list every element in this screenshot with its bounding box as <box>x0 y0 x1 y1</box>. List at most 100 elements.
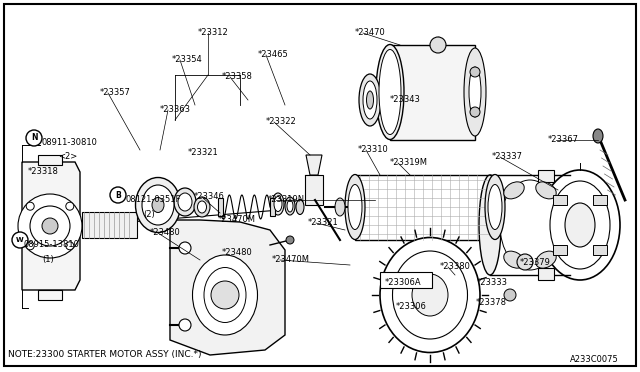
Polygon shape <box>170 220 285 355</box>
Text: *23321: *23321 <box>308 218 339 227</box>
Ellipse shape <box>469 67 481 117</box>
Text: *23310: *23310 <box>358 145 388 154</box>
Text: *23357: *23357 <box>100 88 131 97</box>
Ellipse shape <box>376 45 404 140</box>
Ellipse shape <box>198 201 207 213</box>
Text: *23343: *23343 <box>390 95 421 104</box>
Text: *23354: *23354 <box>172 55 203 64</box>
Bar <box>390 45 475 140</box>
Text: *23333: *23333 <box>477 278 508 287</box>
Circle shape <box>26 202 34 210</box>
Ellipse shape <box>380 237 480 353</box>
Text: *23346: *23346 <box>194 192 225 201</box>
Text: *23312: *23312 <box>198 28 228 37</box>
Ellipse shape <box>142 185 174 225</box>
Ellipse shape <box>536 182 556 199</box>
Bar <box>270 198 275 216</box>
Text: NOTE:23300 STARTER MOTOR ASSY (INC.*): NOTE:23300 STARTER MOTOR ASSY (INC.*) <box>8 350 202 359</box>
Text: 08911-30810: 08911-30810 <box>42 138 98 147</box>
Circle shape <box>286 236 294 244</box>
Ellipse shape <box>285 197 295 215</box>
Ellipse shape <box>379 49 401 135</box>
Circle shape <box>517 254 533 270</box>
Text: *23367: *23367 <box>548 135 579 144</box>
Ellipse shape <box>536 251 556 268</box>
Text: N: N <box>31 134 37 142</box>
Ellipse shape <box>504 251 524 268</box>
Ellipse shape <box>464 48 486 136</box>
Ellipse shape <box>488 185 502 230</box>
Ellipse shape <box>296 199 304 215</box>
Circle shape <box>211 281 239 309</box>
Text: *23470M: *23470M <box>218 215 256 224</box>
Circle shape <box>470 107 480 117</box>
Text: *23470M: *23470M <box>272 255 310 264</box>
Text: <2>: <2> <box>58 152 77 161</box>
Ellipse shape <box>412 274 448 316</box>
Ellipse shape <box>178 193 192 211</box>
Bar <box>38 155 62 165</box>
Text: A233C0075: A233C0075 <box>570 356 619 365</box>
Polygon shape <box>306 155 322 175</box>
Text: *23319M: *23319M <box>390 158 428 167</box>
Text: *23379: *23379 <box>520 258 551 267</box>
Text: *23306A: *23306A <box>385 278 422 287</box>
Bar <box>553 195 567 205</box>
Bar <box>538 170 554 182</box>
Text: *23380: *23380 <box>440 262 471 271</box>
Polygon shape <box>22 162 80 290</box>
Text: (1): (1) <box>42 255 54 264</box>
Ellipse shape <box>204 267 246 323</box>
Circle shape <box>18 194 82 258</box>
Ellipse shape <box>335 198 345 216</box>
Ellipse shape <box>194 197 210 217</box>
Circle shape <box>12 232 28 248</box>
Bar <box>380 272 432 288</box>
Text: *23480: *23480 <box>222 248 253 257</box>
Ellipse shape <box>359 74 381 126</box>
Ellipse shape <box>287 200 293 212</box>
Text: *23322: *23322 <box>266 117 297 126</box>
Text: 08121-0351F: 08121-0351F <box>126 195 181 204</box>
Text: 08915-13810: 08915-13810 <box>24 240 80 249</box>
Ellipse shape <box>540 170 620 280</box>
Circle shape <box>504 289 516 301</box>
Ellipse shape <box>345 174 365 240</box>
Text: *23465: *23465 <box>258 50 289 59</box>
Text: *23358: *23358 <box>222 72 253 81</box>
Text: *23470: *23470 <box>355 28 386 37</box>
Ellipse shape <box>392 251 467 339</box>
Circle shape <box>110 187 126 203</box>
Bar <box>490 175 570 275</box>
Circle shape <box>26 130 42 146</box>
Ellipse shape <box>565 203 595 247</box>
Ellipse shape <box>152 198 164 212</box>
Bar <box>538 268 554 280</box>
Ellipse shape <box>348 185 362 230</box>
Bar <box>593 245 607 255</box>
Ellipse shape <box>593 129 603 143</box>
Bar <box>218 198 223 216</box>
Ellipse shape <box>550 181 610 269</box>
Ellipse shape <box>500 180 560 270</box>
Text: *23480: *23480 <box>150 228 180 237</box>
Ellipse shape <box>367 91 374 109</box>
Ellipse shape <box>559 175 581 275</box>
Circle shape <box>430 37 446 53</box>
Bar <box>593 195 607 205</box>
Circle shape <box>470 67 480 77</box>
Ellipse shape <box>272 193 284 215</box>
Ellipse shape <box>274 196 282 212</box>
Bar <box>82 212 137 238</box>
Circle shape <box>30 206 70 246</box>
Bar <box>305 175 323 205</box>
Circle shape <box>179 242 191 254</box>
Text: *23306: *23306 <box>396 302 427 311</box>
Ellipse shape <box>136 177 180 232</box>
Circle shape <box>42 218 58 234</box>
Circle shape <box>179 319 191 331</box>
Text: *23378: *23378 <box>476 298 507 307</box>
Ellipse shape <box>193 255 257 335</box>
Text: *23337: *23337 <box>492 152 523 161</box>
Circle shape <box>26 242 34 250</box>
